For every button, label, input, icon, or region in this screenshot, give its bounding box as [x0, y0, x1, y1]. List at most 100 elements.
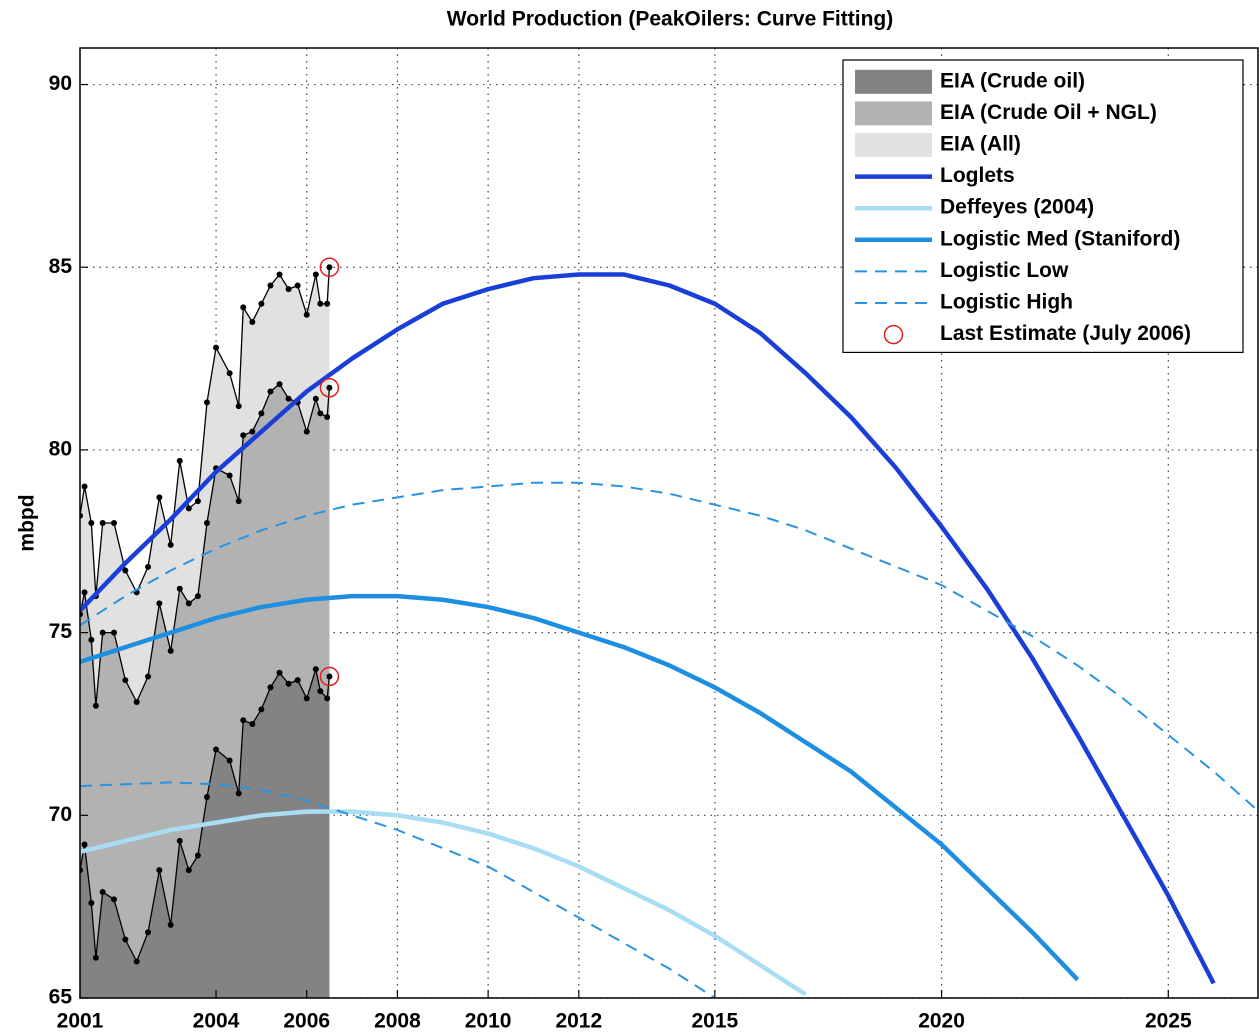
legend-label: EIA (Crude Oil + NGL) — [940, 101, 1157, 124]
curve — [80, 809, 807, 997]
data-point — [240, 717, 247, 724]
data-point — [235, 403, 242, 410]
data-point — [156, 867, 163, 874]
data-point — [88, 900, 95, 906]
chart-title: World Production (PeakOilers: Curve Fitt… — [447, 8, 894, 31]
estimate-marker — [319, 378, 340, 398]
data-point — [276, 271, 283, 278]
data-point — [133, 699, 140, 706]
data-point — [285, 680, 292, 687]
data-point — [81, 589, 88, 596]
y-tick-label: 70 — [49, 803, 72, 826]
data-point — [317, 410, 324, 417]
data-point — [111, 629, 118, 636]
data-point — [203, 520, 210, 526]
legend-label: Logistic Med (Staniford) — [940, 227, 1180, 250]
data-point — [167, 921, 174, 928]
data-point — [99, 889, 106, 896]
data-point — [249, 428, 256, 435]
legend-label: Loglets — [940, 164, 1015, 187]
legend-swatch — [855, 101, 932, 126]
x-tick-label: 2025 — [1145, 1010, 1192, 1033]
ticks: 2001 2004 2006 2008 2010 2012 2015 2020 2025 65 70… — [49, 72, 1192, 1032]
data-point — [92, 702, 99, 709]
data-point — [122, 936, 129, 943]
data-point — [240, 304, 247, 311]
y-tick-label: 75 — [49, 620, 73, 643]
x-tick-label: 2020 — [918, 1010, 965, 1033]
data-point — [226, 370, 233, 377]
data-point — [324, 300, 331, 307]
data-point — [285, 395, 292, 402]
data-point — [312, 271, 319, 278]
area-fill — [80, 669, 330, 998]
plot-area — [80, 257, 1259, 998]
data-point — [235, 498, 242, 505]
data-point — [267, 684, 274, 691]
legend: EIA (Crude oil) EIA (Crude Oil + NGL) EIA … — [842, 59, 1244, 353]
data-point — [203, 794, 210, 801]
data-point — [324, 695, 331, 702]
y-axis-label: mbpd — [16, 494, 39, 551]
legend-label: Logistic Low — [940, 259, 1069, 282]
data-point — [267, 282, 274, 289]
data-point — [240, 432, 247, 439]
data-point — [303, 695, 310, 702]
data-point — [122, 567, 129, 574]
data-point — [133, 958, 140, 965]
y-tick-label: 90 — [49, 72, 72, 95]
data-point — [276, 381, 283, 388]
data-point — [111, 896, 118, 903]
data-point — [99, 520, 106, 526]
data-point — [294, 282, 301, 289]
x-tick-label: 2001 — [57, 1010, 104, 1033]
data-point — [213, 746, 220, 753]
data-point — [226, 757, 233, 764]
legend-swatch — [855, 133, 932, 157]
data-point — [81, 483, 88, 490]
data-point — [167, 647, 174, 654]
legend-swatch — [855, 69, 932, 94]
curve — [80, 272, 1216, 985]
axes-box — [79, 47, 1259, 999]
legend-swatch — [883, 324, 904, 345]
data-point — [88, 636, 95, 643]
data-point — [258, 410, 265, 417]
data-point — [167, 541, 174, 548]
data-point — [156, 494, 163, 501]
data-point — [317, 300, 324, 307]
legend-label: Logistic High — [940, 291, 1073, 314]
curve-dashed — [80, 481, 1259, 813]
data-point — [145, 929, 152, 936]
data-point — [176, 457, 183, 464]
y-tick-label: 80 — [49, 437, 72, 460]
data-point — [235, 790, 242, 797]
data-point — [326, 673, 333, 680]
data-point — [258, 706, 265, 713]
data-point — [145, 563, 152, 570]
data-point — [122, 677, 129, 684]
legend-label: Deffeyes (2004) — [940, 196, 1094, 219]
data-point — [203, 399, 210, 406]
data-point — [326, 264, 333, 271]
estimate-marker — [319, 666, 340, 687]
data-point — [326, 384, 333, 391]
data-point — [92, 954, 99, 961]
data-point — [267, 388, 274, 395]
data-point — [285, 286, 292, 293]
data-point — [185, 867, 192, 874]
x-tick-label: 2015 — [691, 1010, 738, 1033]
legend-label: EIA (Crude oil) — [940, 69, 1085, 92]
data-point — [303, 428, 310, 435]
data-point — [156, 600, 163, 607]
legend-label: EIA (All) — [940, 133, 1021, 156]
curve-dashed — [80, 781, 716, 998]
data-point — [88, 520, 95, 526]
x-tick-label: 2004 — [193, 1010, 240, 1033]
x-tick-label: 2012 — [555, 1010, 602, 1033]
data-point — [249, 319, 256, 326]
estimate-marker — [319, 257, 340, 277]
y-tick-label: 65 — [49, 986, 73, 1009]
data-point — [176, 837, 183, 844]
